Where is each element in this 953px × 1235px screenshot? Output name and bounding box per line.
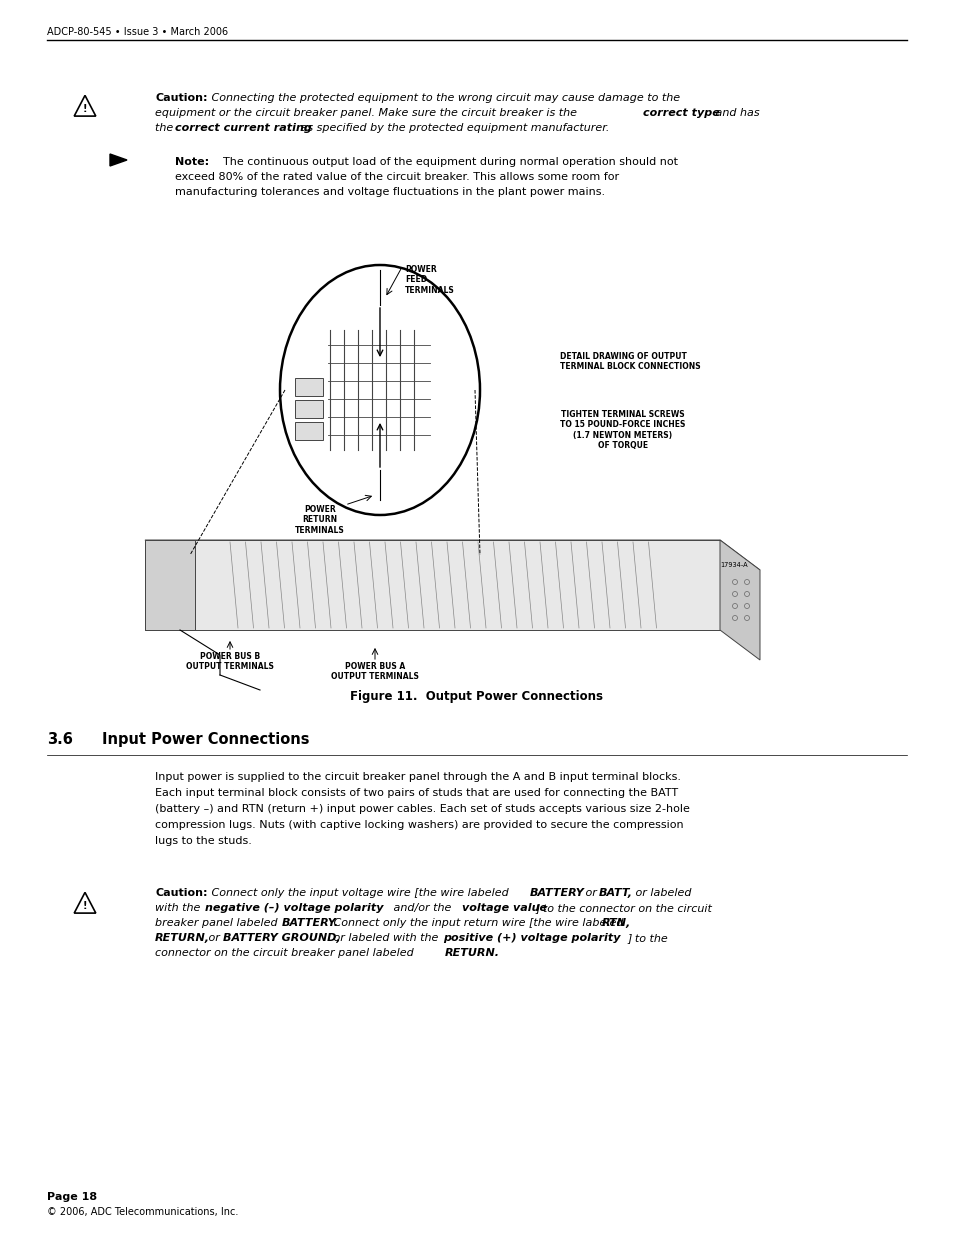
Text: Note:: Note:: [174, 157, 209, 167]
Text: breaker panel labeled: breaker panel labeled: [154, 918, 281, 927]
Text: lugs to the studs.: lugs to the studs.: [154, 836, 252, 846]
Text: 17934-A: 17934-A: [720, 562, 747, 568]
Text: © 2006, ADC Telecommunications, Inc.: © 2006, ADC Telecommunications, Inc.: [47, 1207, 238, 1216]
Text: 3.6: 3.6: [47, 732, 72, 747]
Text: exceed 80% of the rated value of the circuit breaker. This allows some room for: exceed 80% of the rated value of the cir…: [174, 172, 618, 182]
Text: Page 18: Page 18: [47, 1192, 97, 1202]
Text: Input power is supplied to the circuit breaker panel through the A and B input t: Input power is supplied to the circuit b…: [154, 772, 680, 782]
Text: BATTERY GROUND,: BATTERY GROUND,: [223, 932, 340, 944]
Text: The continuous output load of the equipment during normal operation should not: The continuous output load of the equipm…: [215, 157, 678, 167]
Text: !: !: [83, 900, 87, 911]
Polygon shape: [145, 540, 720, 630]
Text: correct current rating: correct current rating: [174, 124, 312, 133]
Text: Each input terminal block consists of two pairs of studs that are used for conne: Each input terminal block consists of tw…: [154, 788, 678, 798]
Text: ADCP-80-545 • Issue 3 • March 2006: ADCP-80-545 • Issue 3 • March 2006: [47, 27, 228, 37]
Text: ] to the: ] to the: [626, 932, 667, 944]
Text: POWER
FEED
TERMINALS: POWER FEED TERMINALS: [405, 266, 455, 295]
Text: correct type: correct type: [642, 107, 719, 119]
Text: or: or: [581, 888, 599, 898]
Text: positive (+) voltage polarity: positive (+) voltage polarity: [442, 932, 619, 944]
Text: BATTERY: BATTERY: [530, 888, 584, 898]
Bar: [294, 400, 323, 417]
Text: POWER BUS A
OUTPUT TERMINALS: POWER BUS A OUTPUT TERMINALS: [331, 662, 418, 682]
Text: Connect only the input voltage wire [the wire labeled: Connect only the input voltage wire [the…: [208, 888, 512, 898]
Text: POWER BUS B
OUTPUT TERMINALS: POWER BUS B OUTPUT TERMINALS: [186, 652, 274, 672]
Text: with the: with the: [154, 903, 204, 913]
Text: RTN,: RTN,: [601, 918, 631, 927]
Polygon shape: [110, 154, 127, 165]
Text: Caution:: Caution:: [154, 93, 208, 103]
Text: connector on the circuit breaker panel labeled: connector on the circuit breaker panel l…: [154, 948, 416, 958]
Text: Connect only the input return wire [the wire labeled: Connect only the input return wire [the …: [330, 918, 626, 927]
Text: the: the: [154, 124, 176, 133]
Text: or: or: [205, 932, 223, 944]
Text: Figure 11.  Output Power Connections: Figure 11. Output Power Connections: [350, 690, 603, 703]
Text: or labeled with the: or labeled with the: [330, 932, 441, 944]
Text: Input Power Connections: Input Power Connections: [102, 732, 309, 747]
Text: negative (–) voltage polarity: negative (–) voltage polarity: [205, 903, 383, 913]
Text: BATTERY.: BATTERY.: [282, 918, 338, 927]
Text: (battery –) and RTN (return +) input power cables. Each set of studs accepts var: (battery –) and RTN (return +) input pow…: [154, 804, 689, 814]
Text: equipment or the circuit breaker panel. Make sure the circuit breaker is the: equipment or the circuit breaker panel. …: [154, 107, 579, 119]
Text: voltage value: voltage value: [461, 903, 546, 913]
Bar: [294, 422, 323, 440]
Text: and has: and has: [711, 107, 759, 119]
Bar: [294, 378, 323, 396]
Text: compression lugs. Nuts (with captive locking washers) are provided to secure the: compression lugs. Nuts (with captive loc…: [154, 820, 683, 830]
Text: BATT,: BATT,: [598, 888, 633, 898]
Text: TIGHTEN TERMINAL SCREWS
TO 15 POUND-FORCE INCHES
(1.7 NEWTON METERS)
OF TORQUE: TIGHTEN TERMINAL SCREWS TO 15 POUND-FORC…: [559, 410, 684, 451]
Text: RETURN.: RETURN.: [444, 948, 499, 958]
Text: RETURN,: RETURN,: [154, 932, 210, 944]
Text: Caution:: Caution:: [154, 888, 208, 898]
Text: Connecting the protected equipment to the wrong circuit may cause damage to the: Connecting the protected equipment to th…: [208, 93, 679, 103]
Text: or labeled: or labeled: [631, 888, 691, 898]
Text: and/or the: and/or the: [390, 903, 455, 913]
Text: !: !: [83, 104, 87, 114]
Text: DETAIL DRAWING OF OUTPUT
TERMINAL BLOCK CONNECTIONS: DETAIL DRAWING OF OUTPUT TERMINAL BLOCK …: [559, 352, 700, 372]
Polygon shape: [145, 540, 760, 571]
Polygon shape: [720, 540, 760, 659]
Bar: [145, 540, 194, 630]
Text: ] to the connector on the circuit: ] to the connector on the circuit: [535, 903, 711, 913]
Text: POWER
RETURN
TERMINALS: POWER RETURN TERMINALS: [294, 505, 345, 535]
Text: manufacturing tolerances and voltage fluctuations in the plant power mains.: manufacturing tolerances and voltage flu…: [174, 186, 604, 198]
Text: as specified by the protected equipment manufacturer.: as specified by the protected equipment …: [296, 124, 609, 133]
